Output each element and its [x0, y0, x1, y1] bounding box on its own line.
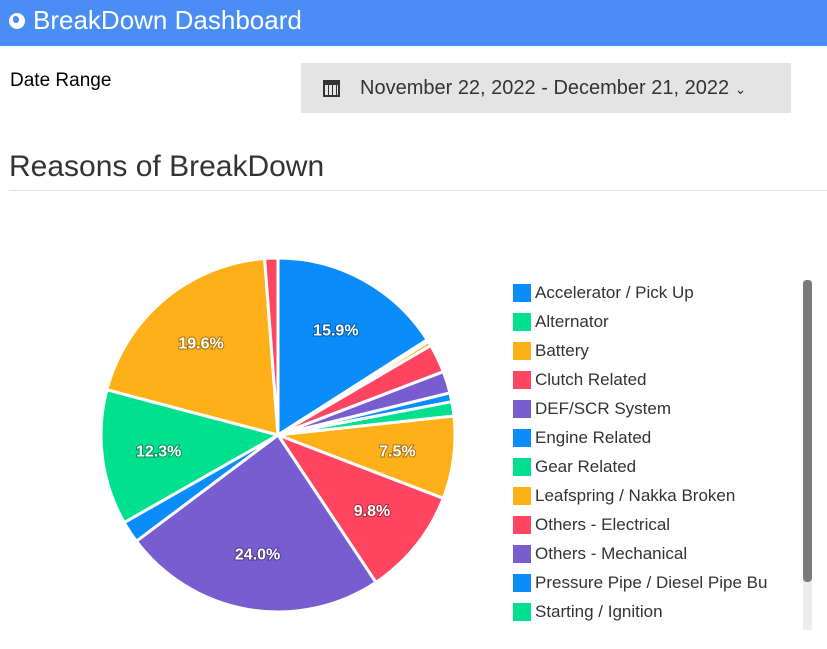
legend-swatch — [513, 371, 531, 389]
legend-swatch — [513, 400, 531, 418]
legend-item[interactable]: Battery — [513, 341, 767, 370]
slice-data-label: 9.8% — [354, 503, 390, 520]
pie-slice[interactable] — [274, 431, 446, 585]
legend-label: Clutch Related — [535, 370, 647, 389]
legend-swatch — [513, 574, 531, 592]
legend-item[interactable]: Accelerator / Pick Up — [513, 283, 767, 312]
slice-data-label: 15.9% — [313, 322, 358, 339]
legend-label: Battery — [535, 341, 589, 360]
legend-swatch — [513, 313, 531, 331]
legend-label: Starting / Ignition — [535, 602, 663, 621]
legend-label: Accelerator / Pick Up — [535, 283, 694, 302]
legend-label: Pressure Pipe / Diesel Pipe Bu — [535, 573, 768, 592]
legend-item[interactable]: Engine Related — [513, 428, 767, 457]
legend-item[interactable]: Alternator — [513, 312, 767, 341]
date-range-value: November 22, 2022 - December 21, 2022 ⌄ — [360, 77, 746, 100]
legend-label: Others - Mechanical — [535, 544, 688, 563]
legend-item[interactable]: Gear Related — [513, 457, 767, 486]
globe-icon — [9, 13, 25, 29]
legend-item[interactable]: Pressure Pipe / Diesel Pipe Bu — [513, 573, 767, 602]
legend-swatch — [513, 429, 531, 447]
legend-item[interactable]: Leafspring / Nakka Broken — [513, 486, 767, 515]
date-range-label: Date Range — [10, 70, 112, 91]
slice-data-label: 7.5% — [379, 444, 415, 461]
legend-item[interactable]: Clutch Related — [513, 370, 767, 399]
legend-swatch — [513, 458, 531, 476]
legend-swatch — [513, 516, 531, 534]
section-title: Reasons of BreakDown — [9, 150, 325, 183]
date-range-text: November 22, 2022 - December 21, 2022 — [360, 77, 730, 99]
legend-swatch — [513, 342, 531, 360]
legend-item[interactable]: DEF/SCR System — [513, 399, 767, 428]
legend-label: Leafspring / Nakka Broken — [535, 486, 736, 505]
chevron-down-icon: ⌄ — [734, 81, 747, 97]
pie-slice[interactable] — [99, 387, 282, 525]
legend-swatch — [513, 487, 531, 505]
pie-slice[interactable] — [263, 256, 280, 436]
slice-data-label: 24.0% — [235, 547, 280, 564]
legend-label: Engine Related — [535, 428, 652, 447]
header-bar: BreakDown Dashboard — [0, 0, 827, 46]
scrollbar-thumb[interactable] — [803, 280, 812, 582]
slice-data-label: 19.6% — [178, 335, 223, 352]
legend-label: Alternator — [535, 312, 609, 331]
legend-scrollbar[interactable] — [803, 280, 812, 630]
pie-slice[interactable] — [105, 256, 280, 437]
divider — [9, 190, 827, 191]
legend-label: DEF/SCR System — [535, 399, 672, 418]
legend-item[interactable]: Others - Electrical — [513, 515, 767, 544]
slice-data-label: 12.3% — [136, 444, 181, 461]
app-title: BreakDown Dashboard — [33, 5, 302, 35]
legend-item[interactable]: Starting / Ignition — [513, 602, 767, 631]
legend-label: Gear Related — [535, 457, 637, 476]
pie-slice[interactable] — [134, 432, 379, 614]
pie-slice[interactable] — [276, 256, 430, 438]
calendar-icon — [323, 80, 340, 97]
legend-swatch — [513, 545, 531, 563]
pie-chart: 15.9% 7.5% 9.8% 24.0% 12.3% 19.6% — [99, 256, 457, 614]
legend-label: Others - Electrical — [535, 515, 671, 534]
legend-swatch — [513, 284, 531, 302]
legend-item[interactable]: Others - Mechanical — [513, 544, 767, 573]
chart-legend: Accelerator / Pick Up Alternator Battery Cl… — [513, 283, 767, 631]
date-range-picker[interactable]: November 22, 2022 - December 21, 2022 ⌄ — [301, 63, 791, 113]
legend-swatch — [513, 603, 531, 621]
